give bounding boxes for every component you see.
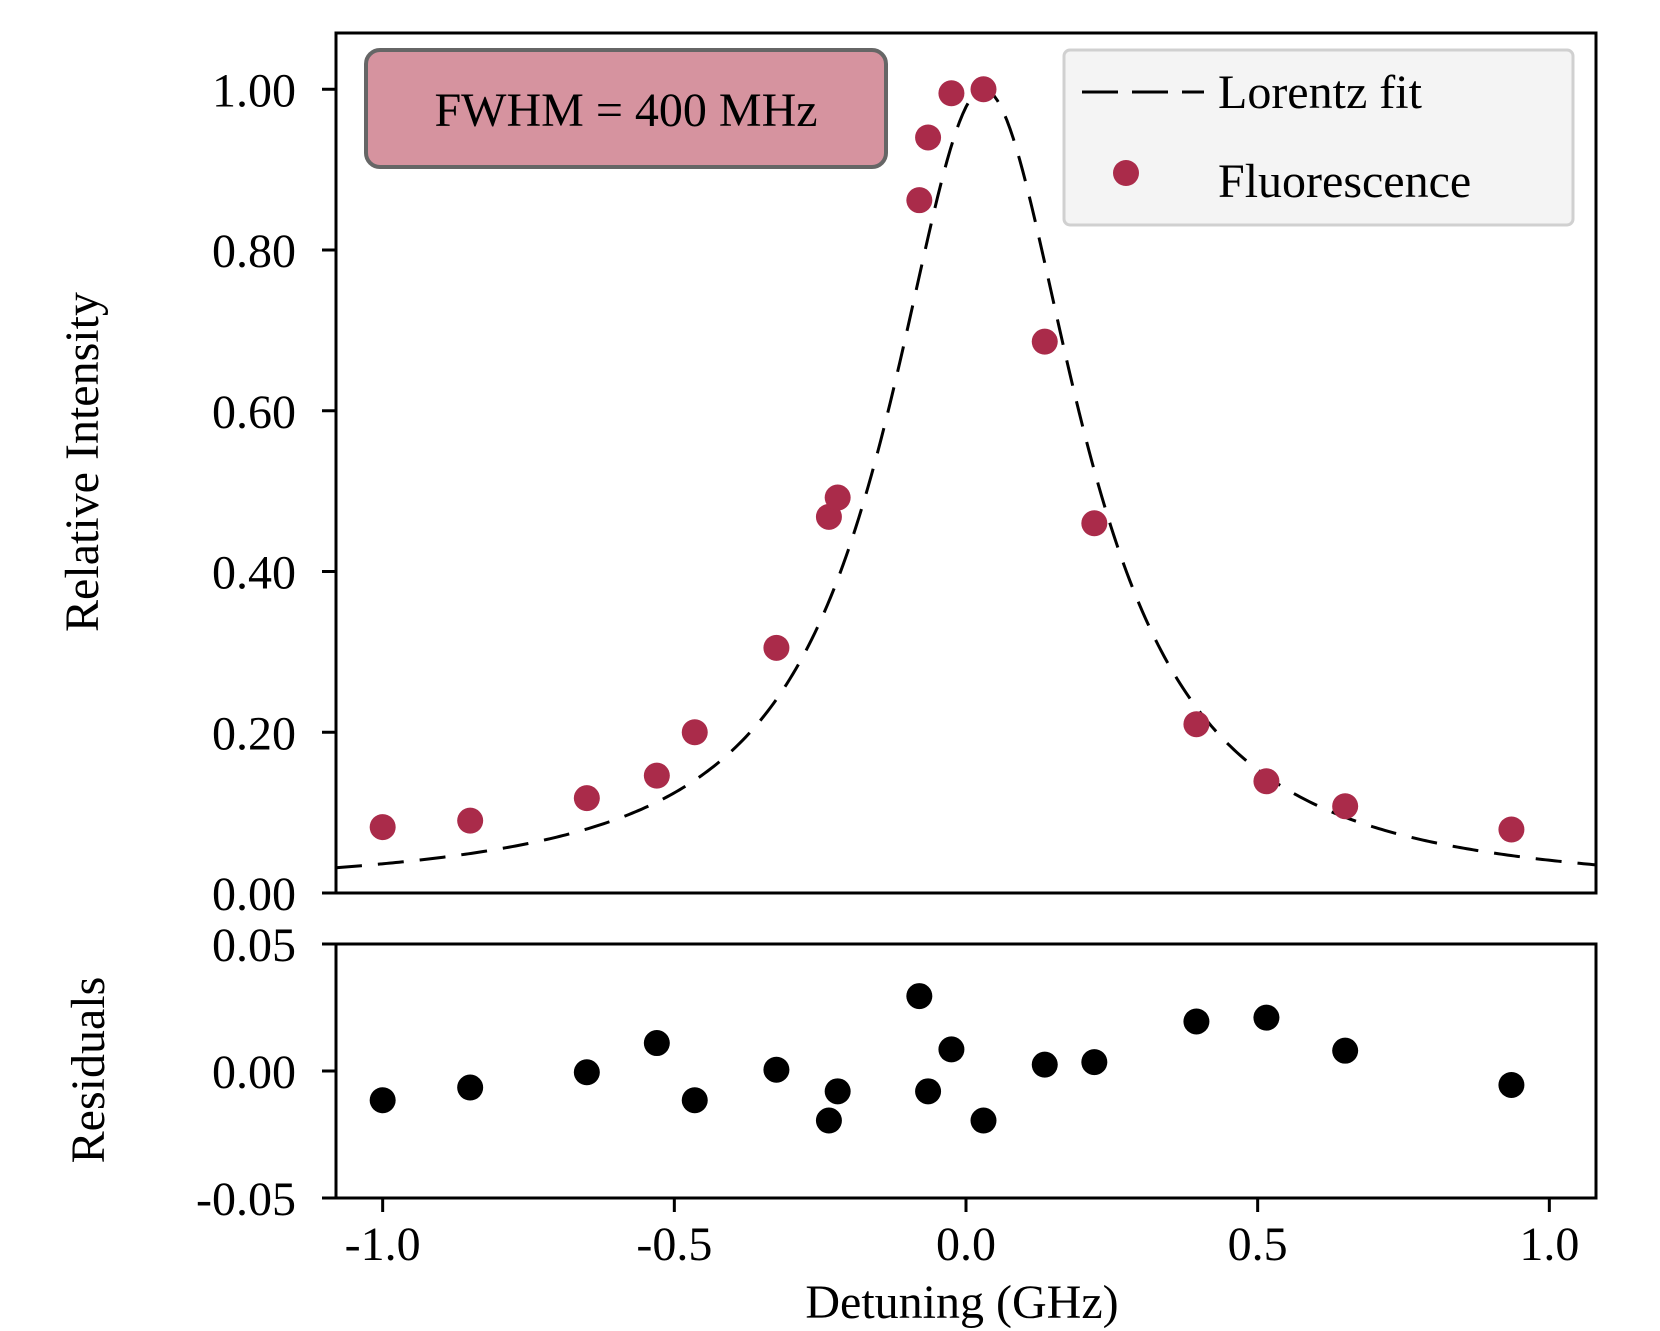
fluorescence-point xyxy=(457,807,484,834)
residuals-y-axis-title: Residuals xyxy=(62,977,115,1164)
residual-point xyxy=(1183,1008,1210,1035)
fluorescence-point xyxy=(1031,328,1058,355)
legend: Lorentz fit Fluorescence xyxy=(1062,48,1575,227)
fluorescence-point xyxy=(906,187,933,214)
residual-points-group xyxy=(369,983,1525,1134)
fluorescence-point xyxy=(763,634,790,661)
fluorescence-point xyxy=(1253,768,1280,795)
fluorescence-point xyxy=(1183,711,1210,738)
fluorescence-point xyxy=(369,814,396,841)
residuals-y-tick-label: 0.05 xyxy=(212,919,296,972)
residuals-y-tick-label: 0.00 xyxy=(212,1046,296,1099)
fwhm-annotation-text: FWHM = 400 MHz xyxy=(434,84,817,137)
intensity-y-tick-label: 1.00 xyxy=(212,64,296,117)
residual-point xyxy=(1031,1051,1058,1078)
intensity-y-tick-label: 0.80 xyxy=(212,225,296,278)
residual-point xyxy=(457,1074,484,1101)
residual-point xyxy=(970,1107,997,1134)
residuals-plot-frame xyxy=(334,942,1598,1200)
fluorescence-points-group xyxy=(369,76,1525,843)
intensity-y-tick-label: 0.20 xyxy=(212,707,296,760)
fluorescence-point xyxy=(938,80,965,107)
fwhm-annotation: FWHM = 400 MHz xyxy=(364,48,888,169)
fwhm-annotation-box xyxy=(364,48,888,169)
detuning-x-axis-title: Detuning (GHz) xyxy=(805,1276,1118,1329)
residual-point xyxy=(369,1087,396,1114)
residuals-panel: -0.05 0.00 0.05 -1.0 -0.5 0.0 0.5 1.0 Residual… xyxy=(62,919,1598,1329)
legend-lorentz-fit-label: Lorentz fit xyxy=(1218,66,1423,119)
residual-point xyxy=(1081,1049,1108,1076)
residual-point xyxy=(915,1078,942,1105)
fluorescence-point xyxy=(573,785,600,812)
fluorescence-point xyxy=(681,719,708,746)
intensity-y-axis-title: Relative Intensity xyxy=(56,292,109,632)
fluorescence-point xyxy=(1332,793,1359,820)
residual-point xyxy=(906,983,933,1010)
residual-point xyxy=(763,1056,790,1083)
detuning-x-tick-label: -1.0 xyxy=(345,1218,421,1271)
residual-point xyxy=(1332,1037,1359,1064)
intensity-y-tick-label: 0.60 xyxy=(212,386,296,439)
detuning-x-tick-label: 0.5 xyxy=(1228,1218,1288,1271)
legend-box xyxy=(1062,48,1575,227)
residual-point xyxy=(1498,1071,1525,1098)
intensity-y-tick-label: 0.00 xyxy=(212,868,296,921)
detuning-x-tick-label: -0.5 xyxy=(636,1218,712,1271)
residual-point xyxy=(824,1078,851,1105)
residual-point xyxy=(815,1107,842,1134)
residuals-y-tick-label: -0.05 xyxy=(196,1173,296,1226)
fluorescence-point xyxy=(643,762,670,789)
fluorescence-point xyxy=(970,76,997,103)
fluorescence-point xyxy=(1498,816,1525,843)
residuals-y-ticks: -0.05 0.00 0.05 xyxy=(196,919,336,1226)
residual-point xyxy=(681,1087,708,1114)
legend-fluorescence-label: Fluorescence xyxy=(1218,155,1471,208)
residual-point xyxy=(643,1030,670,1057)
residual-point xyxy=(1253,1004,1280,1031)
legend-fluorescence-swatch xyxy=(1113,160,1139,186)
detuning-x-ticks: -1.0 -0.5 0.0 0.5 1.0 xyxy=(345,1198,1579,1271)
lorentz-fit-curve-group xyxy=(335,87,1597,870)
fluorescence-point xyxy=(1081,510,1108,537)
intensity-panel: 0.00 0.20 0.40 0.60 0.80 1.00 Relative Intens… xyxy=(56,31,1598,921)
intensity-y-ticks: 0.00 0.20 0.40 0.60 0.80 1.00 xyxy=(212,64,336,921)
residual-point xyxy=(938,1036,965,1063)
detuning-x-tick-label: 0.0 xyxy=(936,1218,996,1271)
intensity-plot-frame xyxy=(334,31,1598,895)
fluorescence-point xyxy=(824,484,851,511)
residual-point xyxy=(573,1059,600,1086)
intensity-y-tick-label: 0.40 xyxy=(212,547,296,600)
detuning-x-tick-label: 1.0 xyxy=(1519,1218,1579,1271)
fluorescence-point xyxy=(915,124,942,151)
lorentz-fit-curve xyxy=(335,87,1597,870)
